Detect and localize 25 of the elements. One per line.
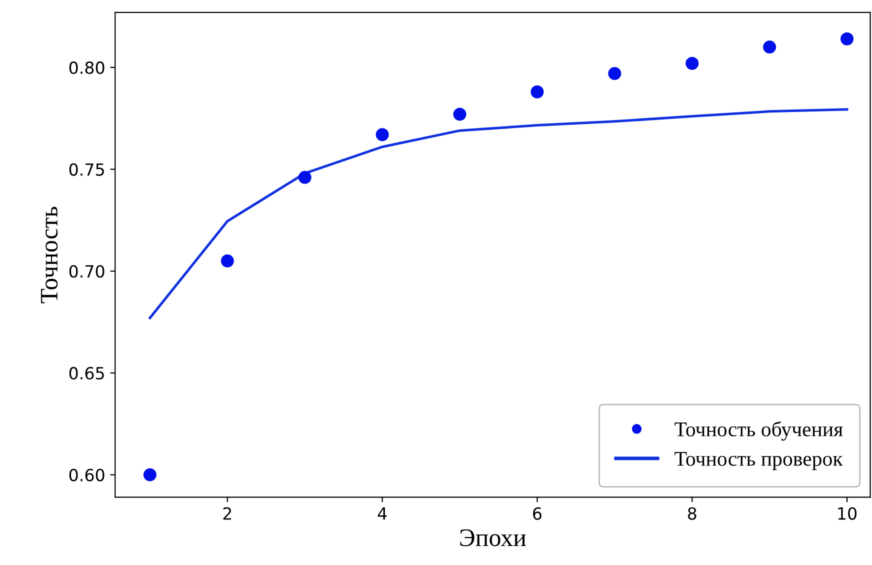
y-axis-title: Точность: [41, 206, 58, 304]
point: [530, 85, 544, 98]
point: [298, 170, 312, 184]
point: [453, 108, 466, 121]
x-tick-label: 8: [688, 507, 696, 520]
legend-label: Точность проверок: [674, 452, 843, 470]
x-tick-label: 6: [533, 507, 542, 520]
point: [608, 67, 622, 80]
point: [143, 468, 156, 482]
legend-label: Точность обучения: [674, 421, 843, 441]
point: [686, 56, 699, 70]
line-series: [148, 108, 848, 320]
x-tick-label: 4: [378, 507, 387, 520]
y-tick-label: 0.75: [69, 163, 104, 176]
x-axis-title: Эпохи: [460, 529, 526, 546]
y-tick-label: 0.60: [69, 468, 104, 482]
y-tick-label: 0.65: [69, 366, 104, 380]
point: [840, 32, 854, 46]
y-tick-label: 0.80: [69, 61, 104, 74]
x-tick-label: 10: [838, 507, 857, 520]
x-tick-label: 2: [223, 507, 232, 520]
point: [220, 254, 234, 268]
point: [763, 40, 776, 54]
y-tick-label: 0.70: [69, 265, 104, 278]
point: [376, 128, 389, 142]
